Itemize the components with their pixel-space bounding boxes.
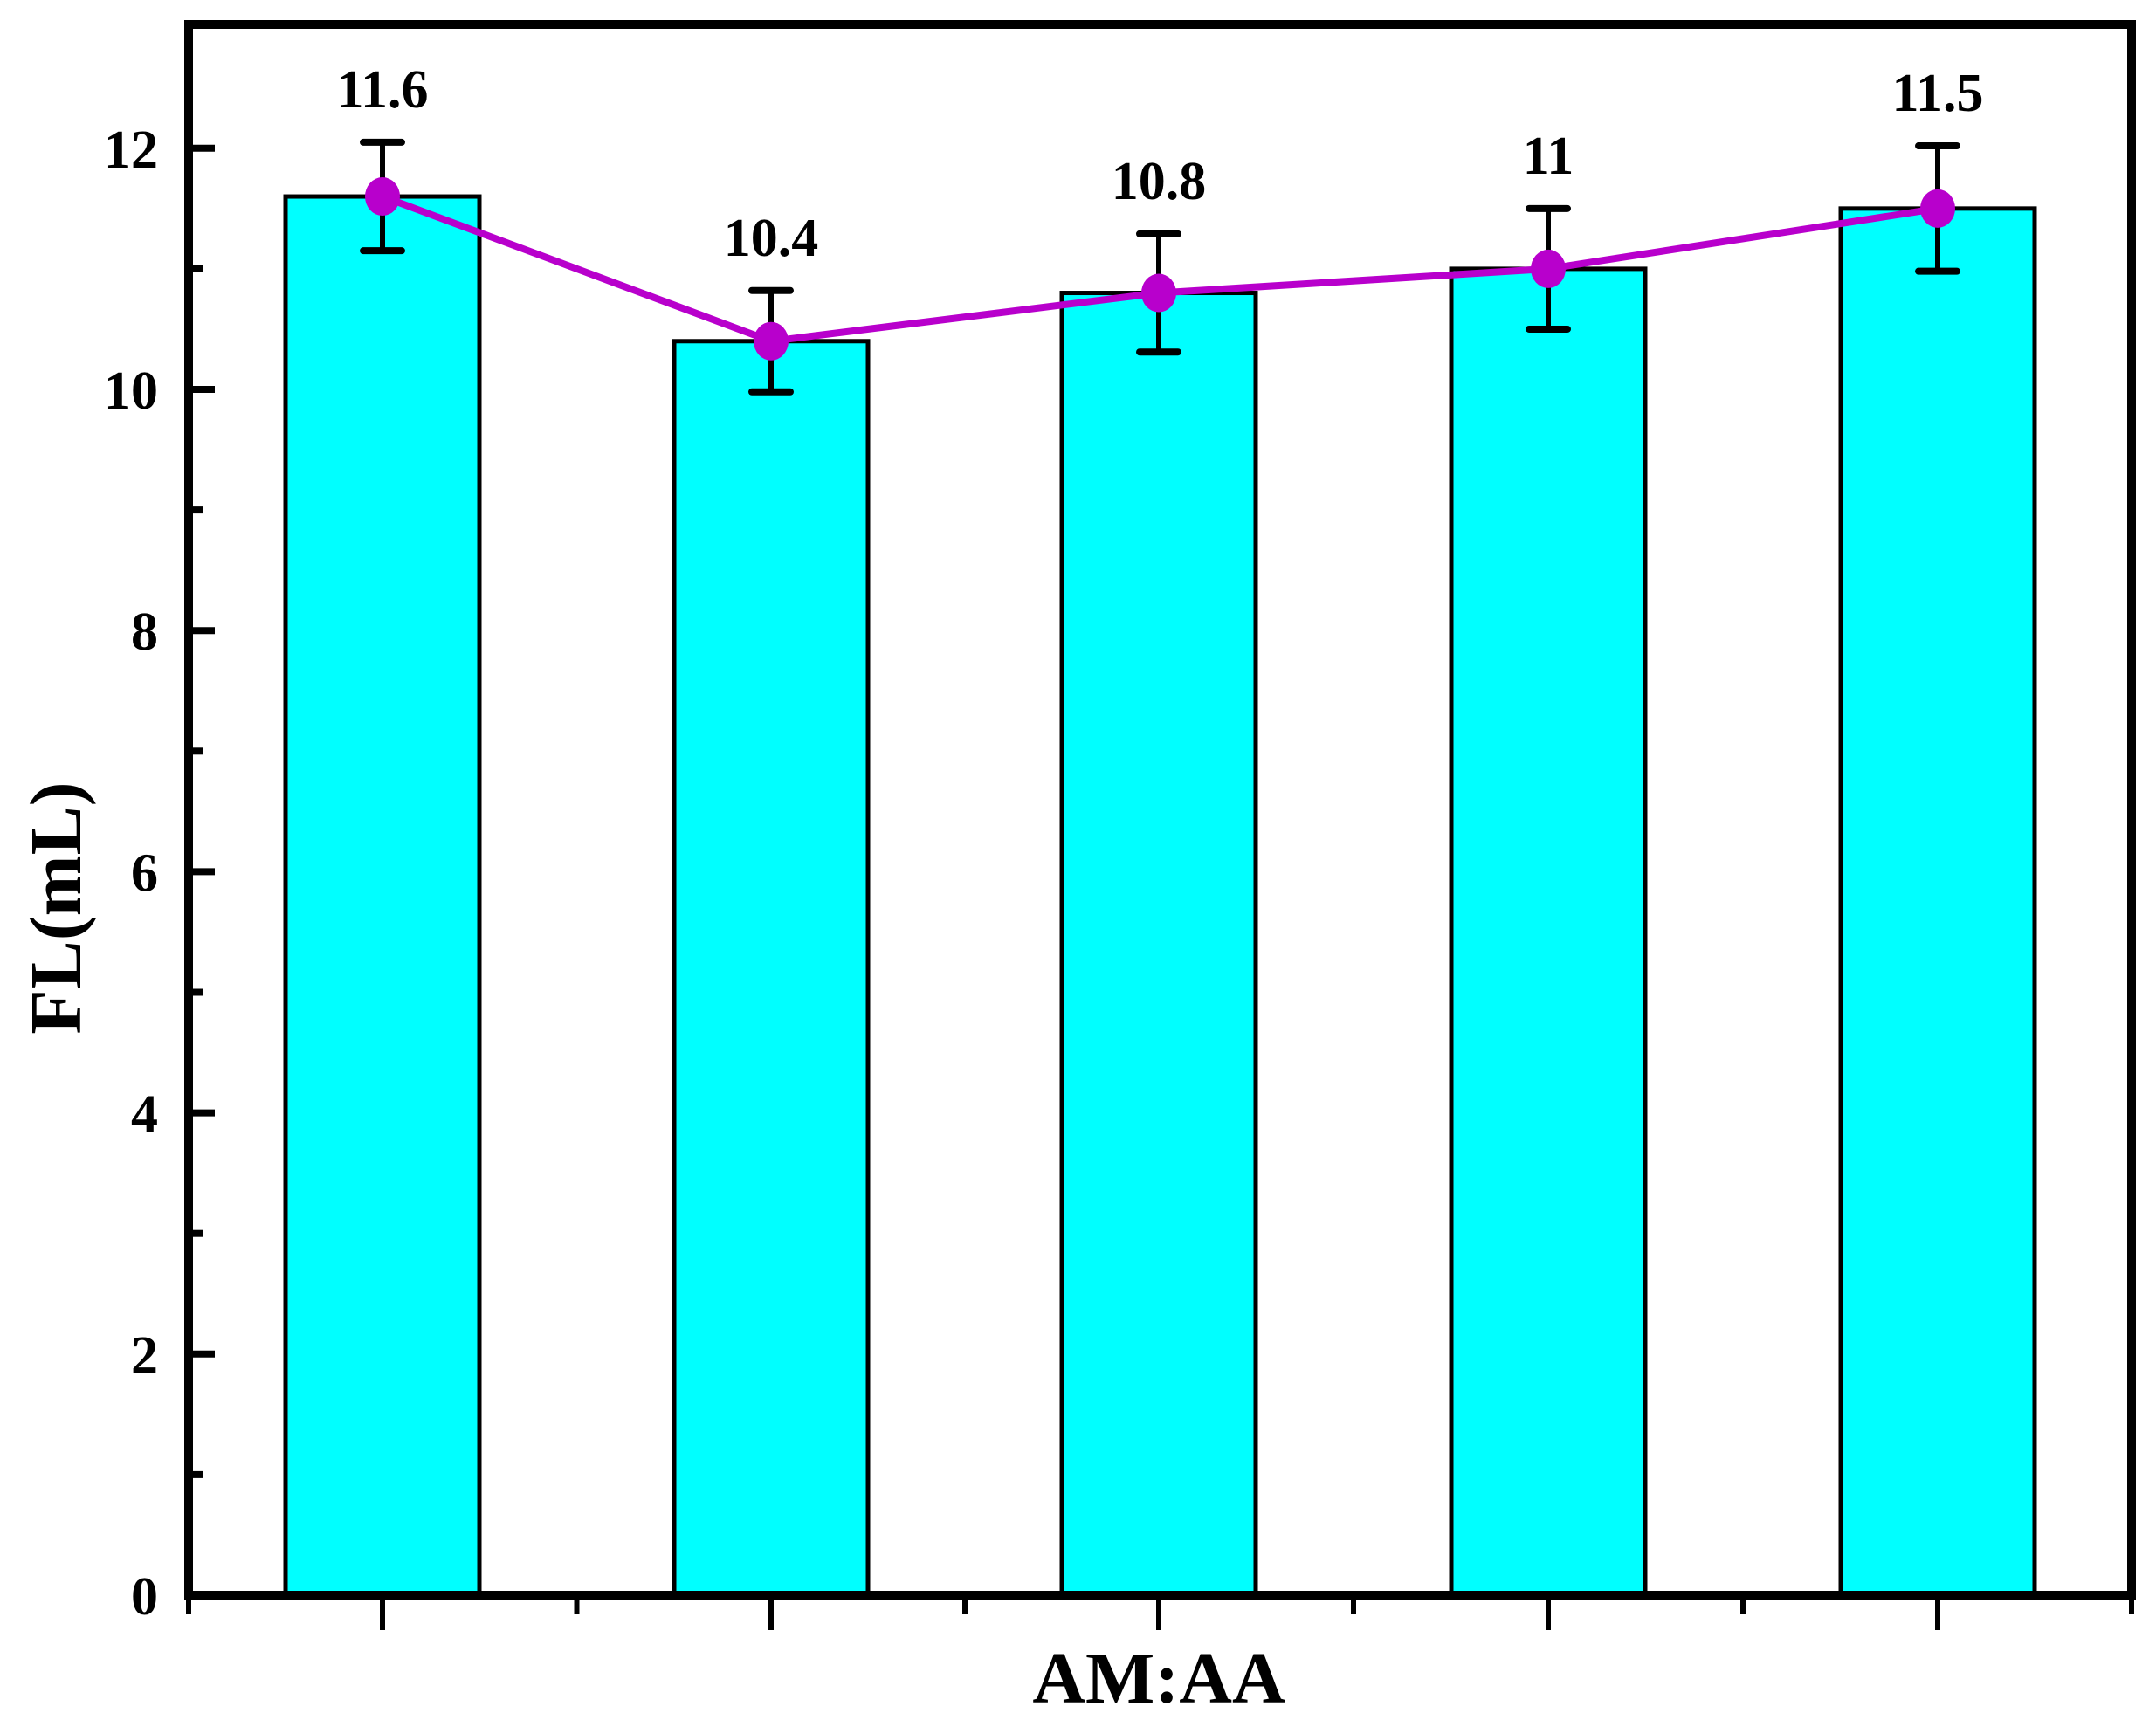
data-labels-group: 11.6 10.4 10.8 11 11.5 (336, 60, 1983, 268)
bar (672, 339, 871, 1598)
bar (283, 194, 482, 1598)
line-series-group (365, 177, 1955, 361)
data-label: 10.8 (1112, 152, 1207, 211)
line-marker (1920, 189, 1955, 228)
data-label: 10.4 (724, 209, 819, 268)
data-label: 11 (1523, 127, 1574, 186)
x-axis-label: AM:AA (1032, 1638, 1285, 1719)
y-tick-label: 6 (131, 843, 158, 903)
bars-group (283, 194, 2037, 1598)
bar (1838, 206, 2037, 1598)
data-label: 11.6 (336, 60, 428, 120)
y-tick-label: 10 (104, 361, 158, 421)
y-tick-label: 12 (104, 120, 158, 180)
y-axis-label: FL(mL) (16, 781, 97, 1034)
y-tick-label: 8 (131, 602, 158, 662)
y-tick-label: 2 (131, 1326, 158, 1386)
line-marker (754, 321, 789, 361)
y-axis-ticks: 0 2 4 6 8 10 12 (104, 120, 215, 1627)
y-tick-label: 0 (131, 1567, 158, 1627)
line-marker (1531, 249, 1566, 288)
bar (1449, 266, 1648, 1598)
x-axis-ticks (186, 1595, 2134, 1630)
bar (1059, 291, 1258, 1598)
line-marker (365, 177, 400, 217)
y-tick-label: 4 (131, 1085, 158, 1145)
data-label: 11.5 (1891, 64, 1983, 123)
line-marker (1141, 273, 1176, 313)
